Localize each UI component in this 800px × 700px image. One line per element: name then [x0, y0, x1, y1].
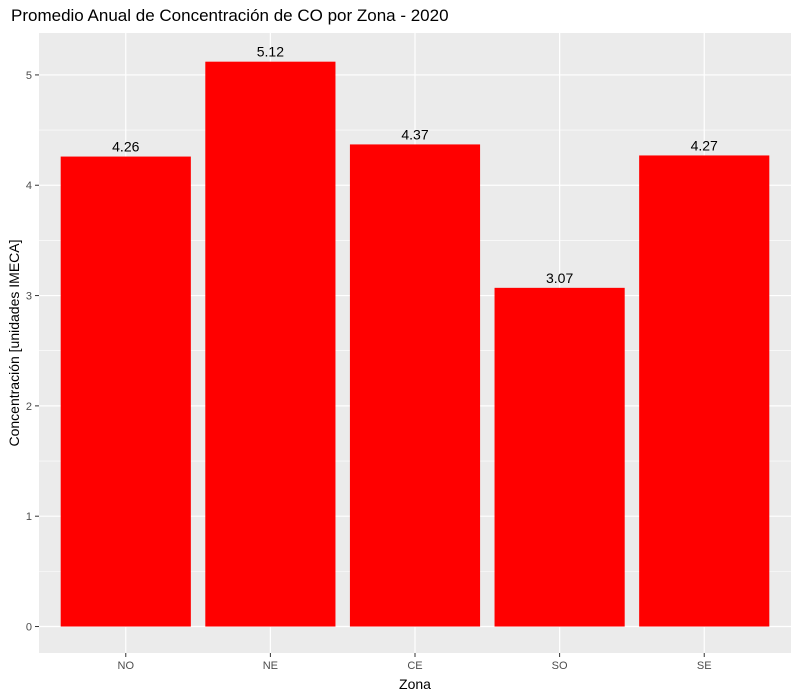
y-tick-label: 4: [26, 180, 32, 192]
data-label: 4.27: [691, 137, 718, 153]
y-tick-label: 3: [26, 291, 32, 303]
y-axis-title: Concentración [unidades IMECA]: [6, 240, 22, 447]
data-label: 4.37: [401, 126, 428, 142]
chart-title: Promedio Anual de Concentración de CO po…: [11, 6, 449, 25]
bars: [60, 61, 770, 627]
y-tick-label: 5: [26, 70, 32, 82]
y-tick-label: 0: [26, 622, 32, 634]
y-axis: 0 1 2 3 4 5: [26, 70, 39, 634]
data-label: 5.12: [257, 44, 284, 60]
x-axis-title: Zona: [399, 676, 431, 692]
bar-se: [639, 155, 770, 627]
y-tick-label: 1: [26, 511, 32, 523]
y-tick-label: 2: [26, 401, 32, 413]
bar-ne: [205, 61, 336, 627]
data-label: 3.07: [546, 270, 573, 286]
x-tick-label: SE: [697, 660, 712, 672]
data-labels: 4.26 5.12 4.37 3.07 4.27: [112, 44, 718, 286]
x-axis: NO NE CE SO SE: [118, 653, 712, 672]
x-tick-label: NE: [263, 660, 278, 672]
bar-no: [60, 156, 191, 627]
bar-so: [494, 287, 625, 627]
x-tick-label: NO: [118, 660, 135, 672]
x-tick-label: SO: [552, 660, 568, 672]
x-tick-label: CE: [407, 660, 422, 672]
data-label: 4.26: [112, 139, 139, 155]
bar-ce: [349, 144, 481, 627]
